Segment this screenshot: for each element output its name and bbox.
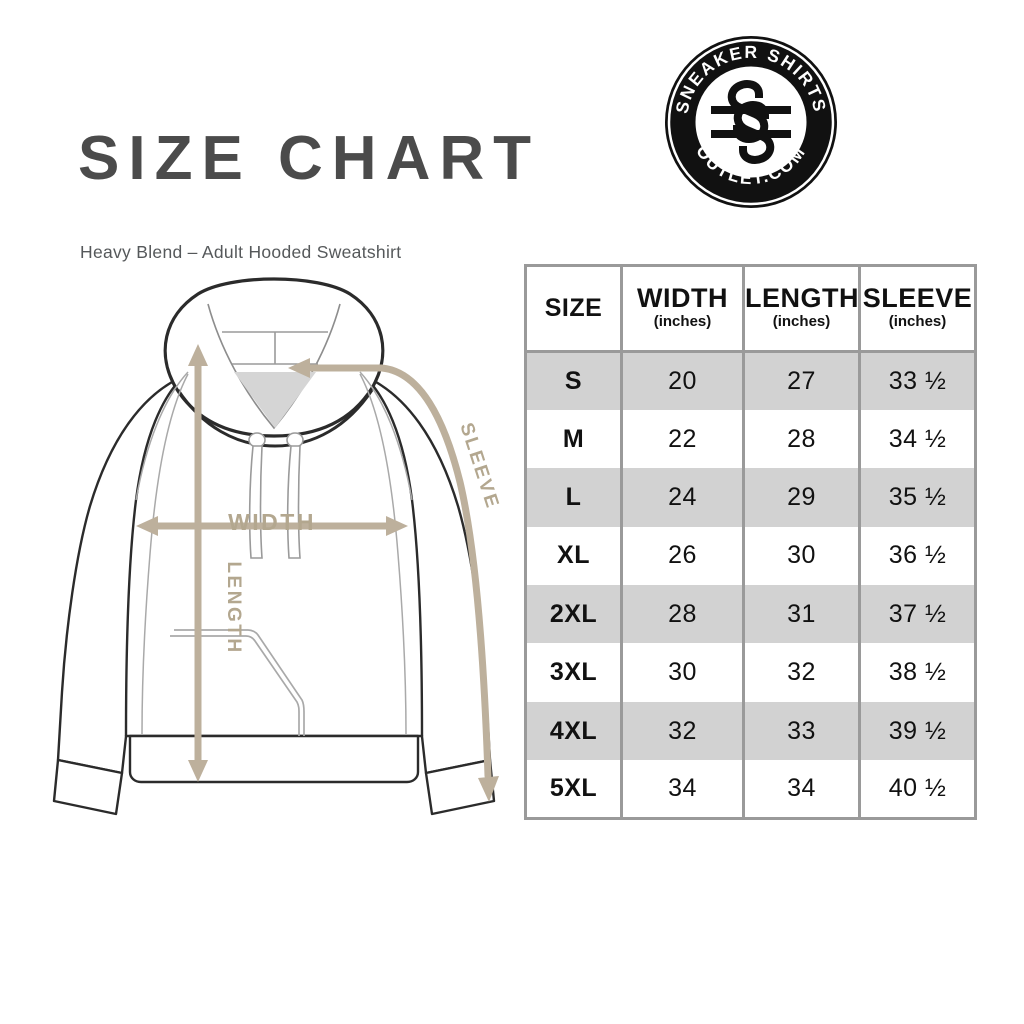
column-header-size: SIZE <box>525 265 622 353</box>
cell-width: 24 <box>620 468 744 527</box>
column-header-length-label: LENGTH <box>745 282 859 313</box>
measurement-overlay: WIDTH LENGTH SLEEVE <box>136 344 503 802</box>
cell-sleeve: 37 ½ <box>858 585 976 644</box>
label-length: LENGTH <box>223 561 244 654</box>
cell-width: 28 <box>620 585 744 644</box>
column-header-sleeve-unit: (inches) <box>888 313 947 331</box>
table-body: S 20 27 33 ½ M 22 28 34 ½ L 24 29 35 ½ XL 26 30 36 ½ 2XL… <box>525 351 976 819</box>
cell-width: 22 <box>620 409 744 469</box>
width-measure-arrow <box>136 516 408 536</box>
table-row: 2XL 28 31 37 ½ <box>525 585 976 644</box>
cell-width: 26 <box>620 526 744 586</box>
size-chart-table: SIZE WIDTH (inches) LENGTH (inches) SLEE… <box>524 264 977 821</box>
cell-size: M <box>562 424 585 453</box>
cell-size: 2XL <box>549 599 598 628</box>
cell-length: 31 <box>742 585 860 644</box>
cell-size: 4XL <box>549 716 598 745</box>
column-header-sleeve: SLEEVE (inches) <box>858 265 976 353</box>
cell-sleeve: 33 ½ <box>858 351 976 410</box>
column-header-width: WIDTH (inches) <box>620 265 744 353</box>
brand-logo: SNEAKER SHIRTS OUTLET.COM <box>663 34 839 210</box>
cell-sleeve: 36 ½ <box>858 526 976 586</box>
cell-length: 27 <box>742 351 860 410</box>
hoodie-drawstrings <box>248 432 304 559</box>
table-header-row: SIZE WIDTH (inches) LENGTH (inches) SLEE… <box>525 265 976 353</box>
cell-length: 32 <box>742 643 860 702</box>
cell-size: 5XL <box>549 774 598 803</box>
cell-sleeve: 38 ½ <box>858 643 976 702</box>
cell-length: 34 <box>742 760 860 819</box>
logo-monogram-icon <box>711 80 791 164</box>
table-row: 4XL 32 33 39 ½ <box>525 701 976 761</box>
cell-size: XL <box>557 541 590 570</box>
cell-width: 32 <box>620 701 744 761</box>
column-header-length: LENGTH (inches) <box>742 265 860 353</box>
page-subtitle: Heavy Blend – Adult Hooded Sweatshirt <box>80 242 402 262</box>
length-measure-arrow <box>188 344 208 782</box>
cell-sleeve: 35 ½ <box>858 468 976 527</box>
cell-sleeve: 34 ½ <box>858 409 976 469</box>
page-title: SIZE CHART <box>78 124 540 193</box>
cell-sleeve: 39 ½ <box>858 701 976 761</box>
cell-sleeve: 40 ½ <box>858 760 976 819</box>
cell-width: 20 <box>620 351 744 410</box>
cell-size: L <box>565 482 582 511</box>
cell-width: 34 <box>620 760 744 819</box>
cell-width: 30 <box>620 643 744 702</box>
column-header-length-unit: (inches) <box>772 313 831 331</box>
column-header-size-label: SIZE <box>544 294 603 322</box>
cell-size: 3XL <box>549 658 598 687</box>
hoodie-pocket <box>170 629 305 736</box>
cell-length: 30 <box>742 526 860 586</box>
table-row: XL 26 30 36 ½ <box>525 526 976 586</box>
cell-length: 28 <box>742 409 860 469</box>
hoodie-hood <box>163 277 385 448</box>
hoodie-illustration: WIDTH LENGTH SLEEVE <box>52 268 522 828</box>
hoodie-seams <box>135 371 413 735</box>
size-chart-table-container: SIZE WIDTH (inches) LENGTH (inches) SLEE… <box>524 264 977 821</box>
table-row: S 20 27 33 ½ <box>525 351 976 410</box>
sleeve-measure-arrow <box>288 358 499 802</box>
column-header-sleeve-label: SLEEVE <box>862 282 973 313</box>
cell-size: S <box>564 366 583 395</box>
table-row: 3XL 30 32 38 ½ <box>525 643 976 702</box>
table-row: 5XL 34 34 40 ½ <box>525 760 976 819</box>
column-header-width-label: WIDTH <box>637 282 728 313</box>
label-width: WIDTH <box>228 509 316 535</box>
table-row: M 22 28 34 ½ <box>525 409 976 469</box>
cell-length: 29 <box>742 468 860 527</box>
column-header-width-unit: (inches) <box>653 313 712 331</box>
table-row: L 24 29 35 ½ <box>525 468 976 527</box>
table-header: SIZE WIDTH (inches) LENGTH (inches) SLEE… <box>525 265 976 353</box>
cell-length: 33 <box>742 701 860 761</box>
